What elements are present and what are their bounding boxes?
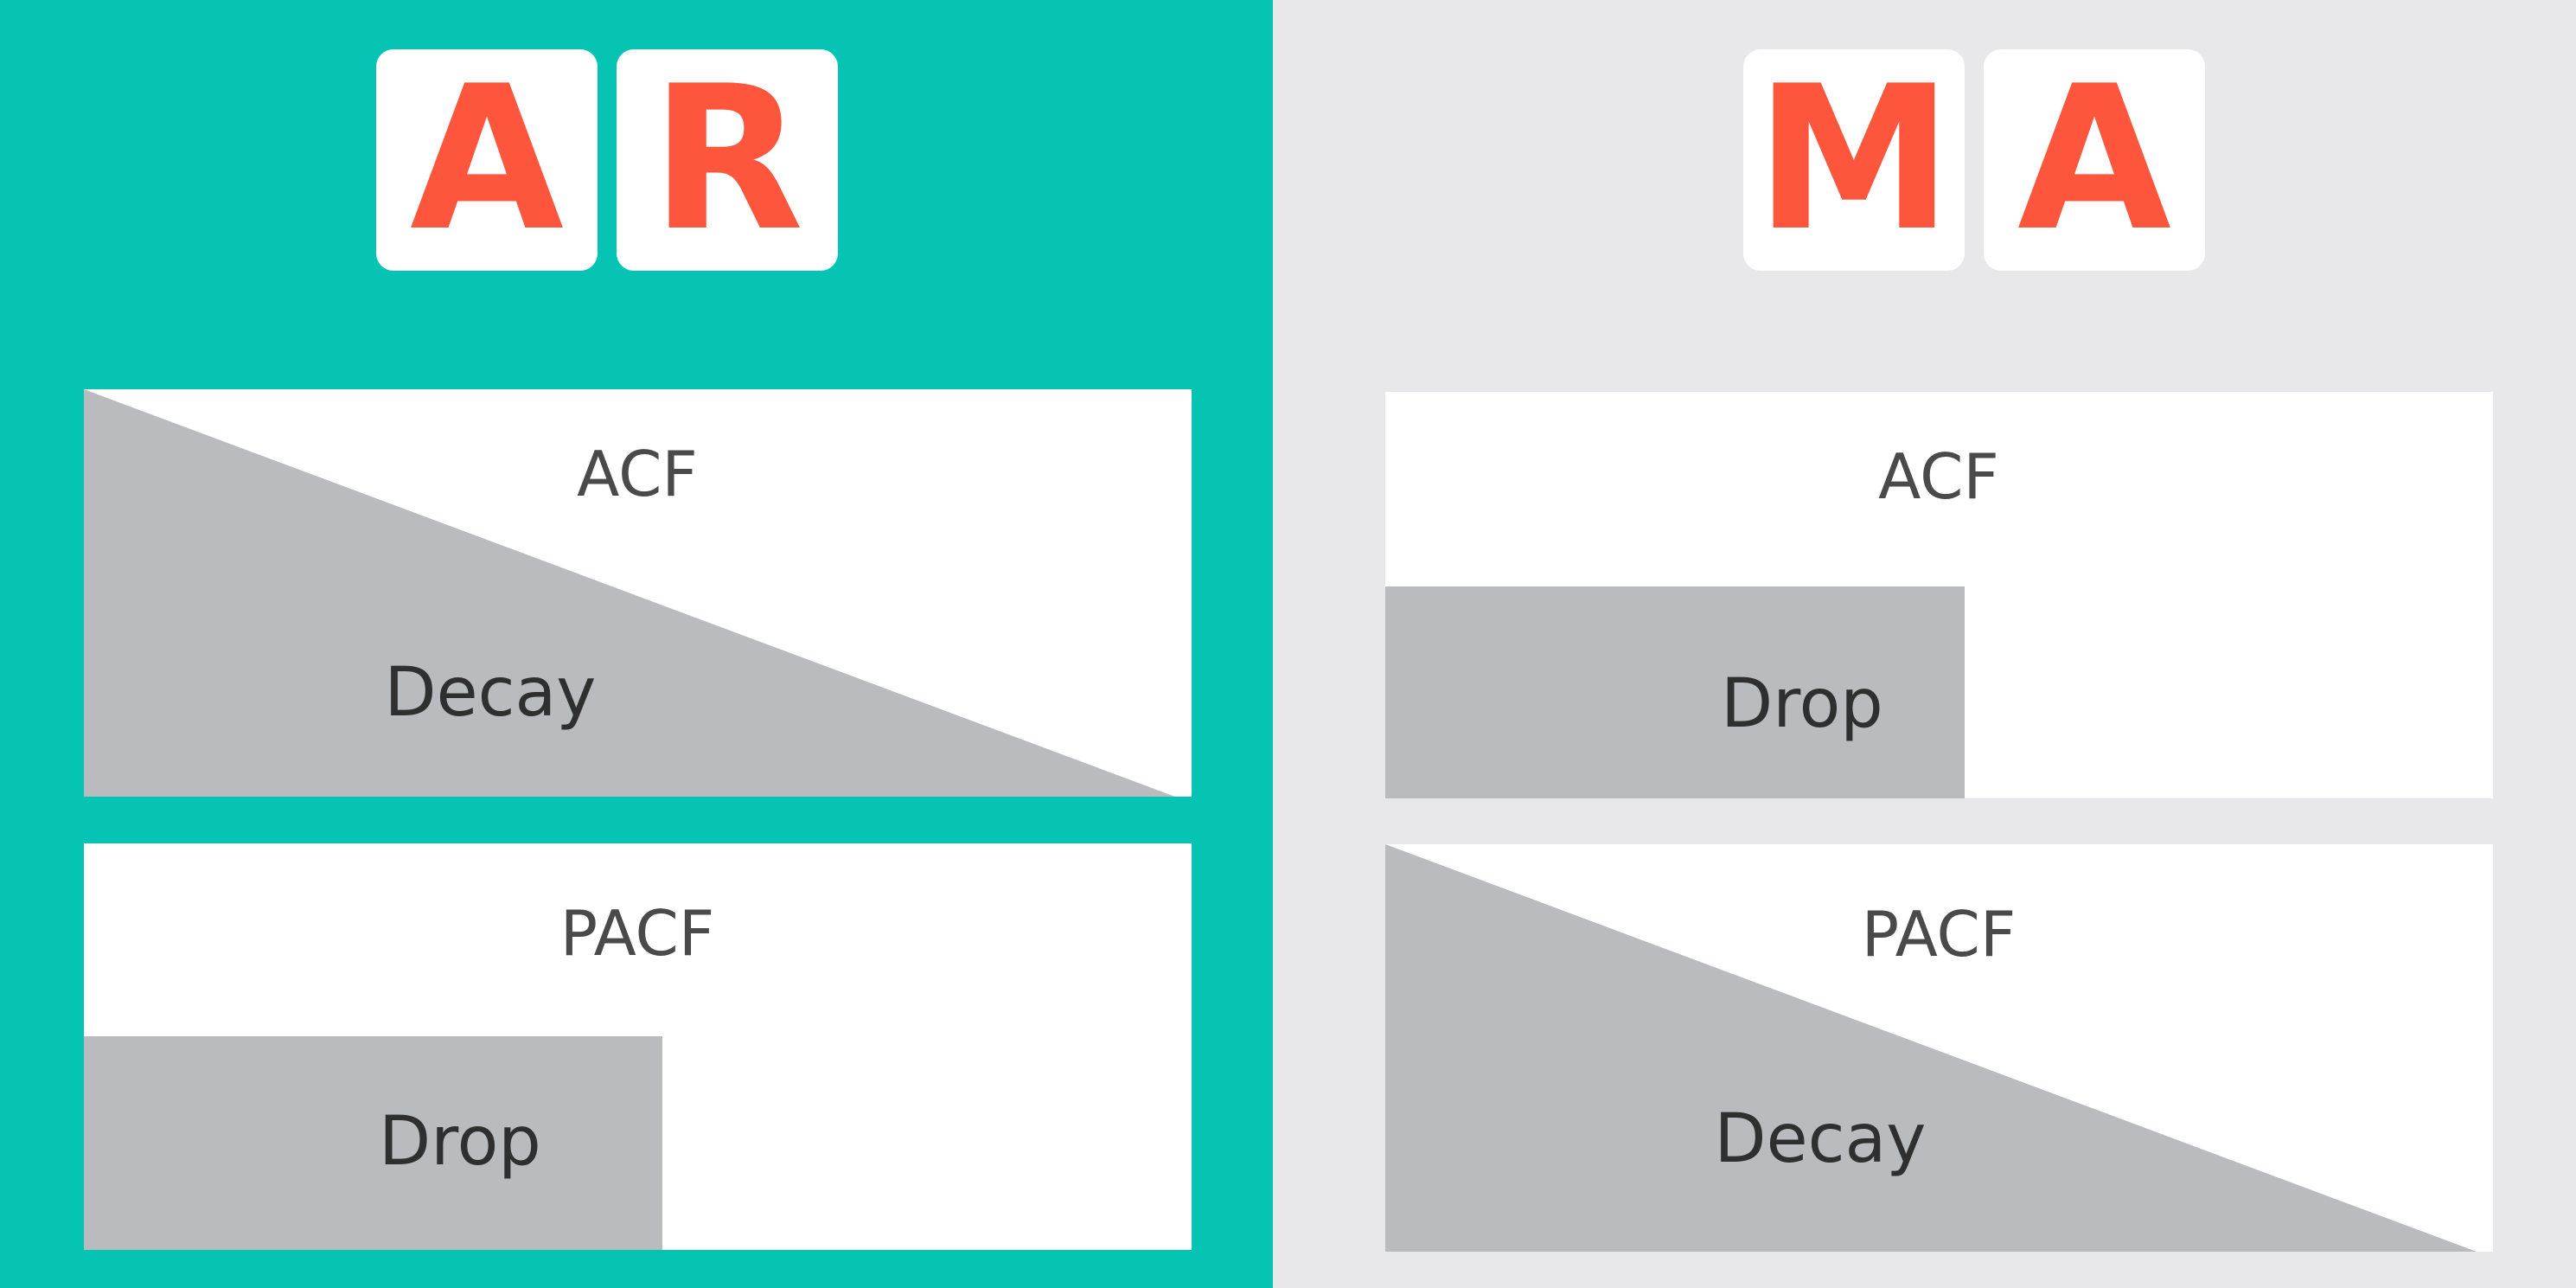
ma-letter-tile-m: M — [1743, 49, 1965, 271]
ar-pacf-title: PACF — [559, 897, 715, 970]
ma-acf-drop-shape — [1385, 586, 1965, 798]
ar-acf-decay-shape — [84, 389, 1175, 797]
ar-letter-tile-a: A — [376, 49, 598, 271]
ar-acf-title: ACF — [577, 438, 698, 510]
ar-letter-a: A — [409, 44, 564, 275]
ma-letter-tile-a: A — [1984, 49, 2205, 271]
ar-title-tiles: A R — [376, 49, 838, 272]
ar-pacf-drop-label: Drop — [379, 1103, 541, 1181]
ar-panel: A R ACF Decay PACF Drop — [0, 0, 1273, 1288]
ar-pacf-box: PACF Drop — [84, 843, 1192, 1250]
ma-panel: M A ACF Drop PACF Decay — [1273, 0, 2576, 1288]
ar-acf-box: ACF Decay — [84, 389, 1192, 797]
ma-pacf-title: PACF — [1861, 898, 2017, 971]
ma-pacf-decay-shape — [1385, 844, 2477, 1252]
ar-pacf-drop-shape — [84, 1036, 662, 1250]
ma-acf-box: ACF Drop — [1385, 392, 2493, 798]
ar-acf-decay-label: Decay — [384, 654, 597, 732]
ma-pacf-decay-label: Decay — [1714, 1100, 1927, 1178]
ma-acf-title: ACF — [1878, 440, 1999, 513]
ar-letter-r: R — [650, 44, 804, 275]
ma-title-tiles: M A — [1743, 49, 2205, 272]
ma-pacf-box: PACF Decay — [1385, 844, 2493, 1252]
ar-letter-tile-r: R — [617, 49, 838, 271]
ma-letter-a: A — [2017, 44, 2171, 275]
ma-letter-m: M — [1755, 44, 1953, 275]
ma-acf-drop-label: Drop — [1721, 665, 1883, 743]
